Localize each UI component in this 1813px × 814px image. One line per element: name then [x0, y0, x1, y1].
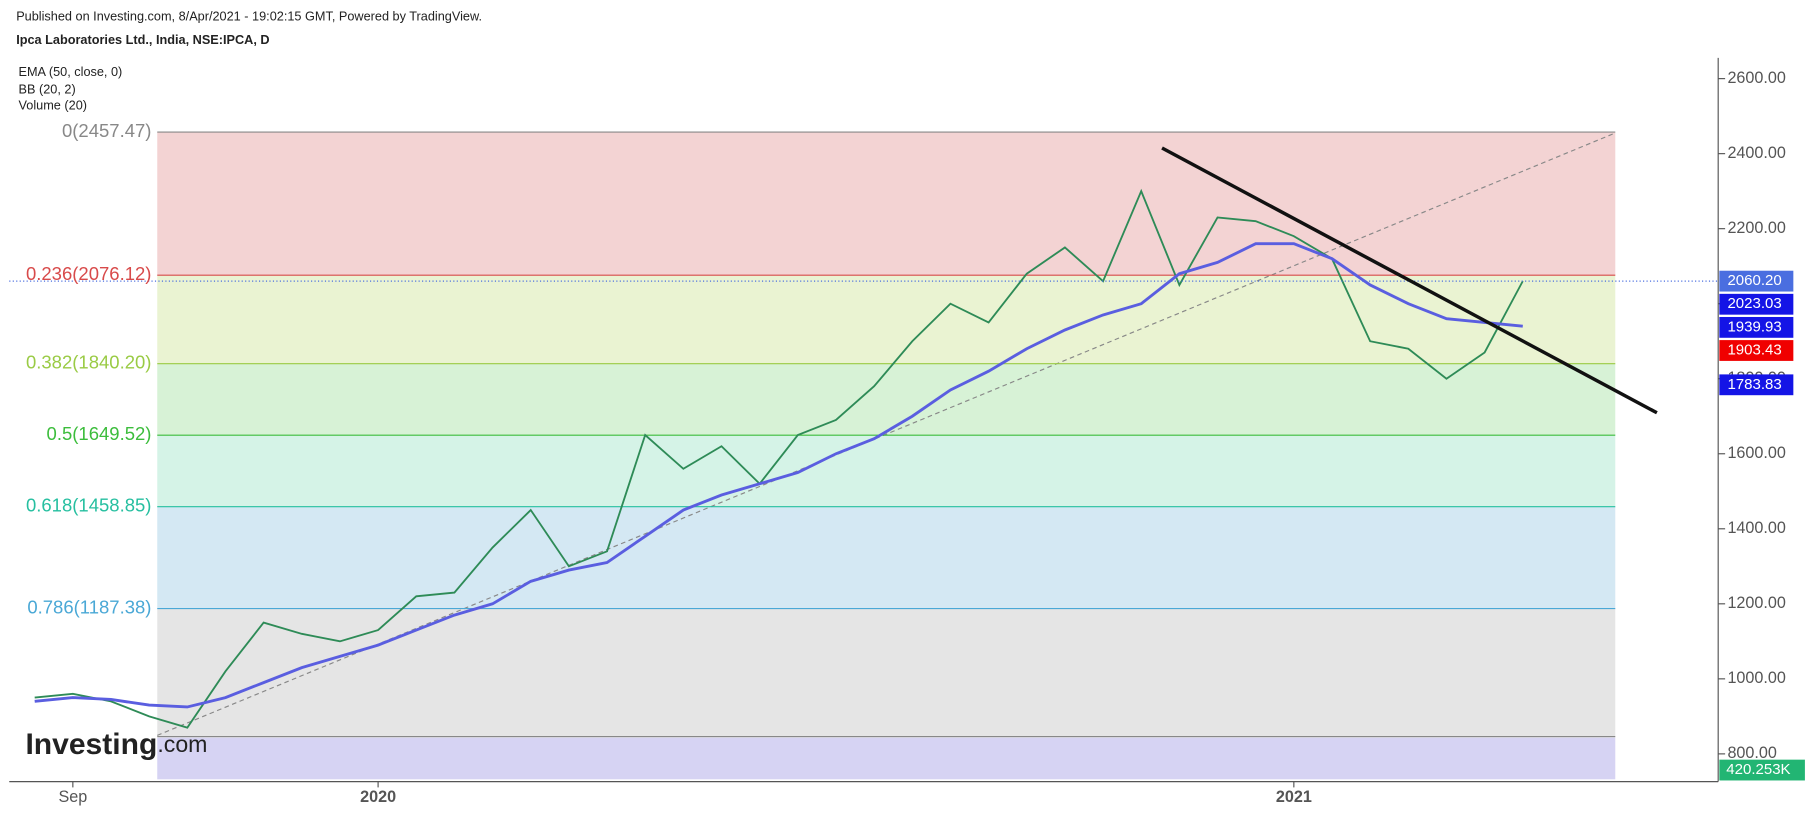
- fib-band: [157, 132, 1616, 276]
- price-tag-label: 2060.20: [1727, 272, 1781, 289]
- price-tag: [1719, 316, 1794, 338]
- plot: [9, 131, 1719, 738]
- price-tag: [1719, 270, 1794, 292]
- x-tick-label: 2021: [1276, 788, 1312, 806]
- fib-label: 0.5(1649.52): [47, 423, 152, 444]
- fib-label: 0.786(1187.38): [27, 596, 151, 617]
- y-tick-label: 2200.00: [1727, 219, 1785, 237]
- background: [157, 132, 1616, 737]
- ema-line: [34, 242, 1523, 709]
- indicator: EMA (50, close, 0): [19, 64, 123, 79]
- indicator: BB (20, 2): [19, 82, 76, 97]
- y-tick-label: 800.00: [1727, 744, 1776, 762]
- fib-label: 0.236(2076.12): [26, 263, 152, 284]
- subtitle: Published on Investing.com, 8/Apr/2021 -…: [16, 9, 482, 24]
- fib-band: [157, 506, 1616, 609]
- y-tick-label: 1000.00: [1727, 669, 1785, 687]
- price-tag: [1719, 374, 1794, 396]
- indicator: Volume (20): [19, 98, 88, 113]
- price-tag-label: 1939.93: [1727, 318, 1781, 335]
- x-tick-label: Sep: [58, 788, 87, 806]
- y-tick-label: 2600.00: [1727, 69, 1785, 87]
- fib-label: 0.382(1840.20): [26, 352, 152, 373]
- price-tag: [1719, 293, 1794, 315]
- trend-line: [1161, 146, 1658, 415]
- logo-text: Investing: [25, 728, 157, 761]
- y-tick-label: 1600.00: [1727, 444, 1785, 462]
- title: Ipca Laboratories Ltd., India, NSE:IPCA,…: [16, 32, 269, 47]
- fib-band: [157, 435, 1616, 507]
- fib-label: 0.618(1458.85): [26, 495, 152, 516]
- y-tick-label: 1400.00: [1727, 519, 1785, 537]
- fib-band: [157, 275, 1616, 364]
- x-tick-label: 2020: [360, 788, 396, 806]
- volume-label: 420.253K: [1726, 761, 1790, 778]
- fib-band: [157, 608, 1616, 737]
- fib-label: 0(2457.47): [62, 120, 151, 141]
- volume-pane: [157, 737, 1616, 780]
- logo: Investing.com: [25, 728, 207, 761]
- price-line: [34, 188, 1524, 729]
- price-tag-label: 1783.83: [1727, 376, 1781, 393]
- price-tag-label: 2023.03: [1727, 295, 1781, 312]
- fib-band: [157, 363, 1616, 436]
- y-tick-label: 1200.00: [1727, 594, 1785, 612]
- y-tick-label: 2400.00: [1727, 144, 1785, 162]
- price-tag: [1719, 340, 1794, 361]
- volume-tag: [1719, 759, 1805, 781]
- logo-suffix: .com: [157, 731, 207, 757]
- price-tag-label: 1903.43: [1727, 341, 1781, 358]
